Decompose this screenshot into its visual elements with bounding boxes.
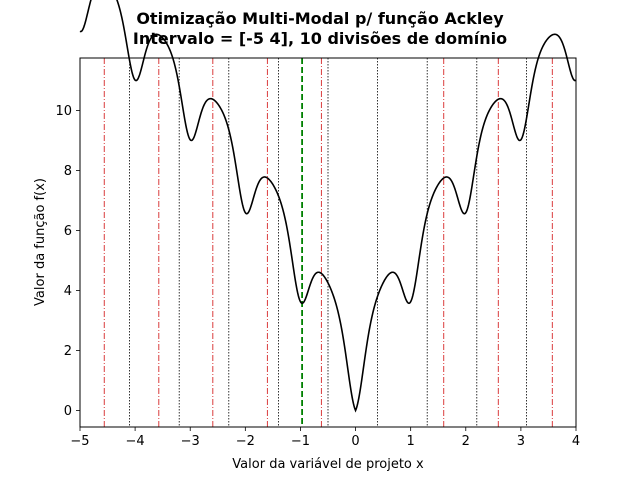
y-tick-label: 10	[55, 104, 72, 119]
x-tick-label: 3	[517, 434, 525, 449]
y-tick-label: 4	[64, 284, 72, 299]
y-axis-label: Valor da função f(x)	[33, 178, 48, 306]
x-tick-label: 0	[351, 434, 359, 449]
x-tick-label: 2	[462, 434, 470, 449]
x-tick-label: −4	[126, 434, 145, 449]
y-axis-ticks: 0 2 4 6 8 10	[55, 104, 80, 419]
vertical-lines-group	[103, 58, 553, 427]
y-tick-label: 6	[64, 224, 72, 239]
x-axis-ticks: −5 −4 −3 −2 −1 0 1 2 3 4	[70, 427, 580, 449]
y-tick-label: 0	[64, 404, 72, 419]
plot-frame	[79, 57, 577, 428]
x-tick-label: 1	[407, 434, 415, 449]
curve-group	[79, 0, 577, 413]
chart-title-line-1: Otimização Multi-Modal p/ função Ackley	[136, 9, 504, 28]
x-tick-label: −2	[236, 434, 255, 449]
x-tick-label: −5	[70, 434, 89, 449]
x-tick-label: 4	[572, 434, 580, 449]
y-tick-label: 8	[64, 164, 72, 179]
x-tick-label: −3	[181, 434, 200, 449]
y-tick-label: 2	[64, 344, 72, 359]
ackley-curve-0	[79, 0, 577, 413]
x-axis-label: Valor da variável de projeto x	[232, 457, 424, 472]
chart-title-line-2: Intervalo = [-5 4], 10 divisões de domín…	[133, 29, 507, 48]
x-tick-label: −1	[291, 434, 310, 449]
